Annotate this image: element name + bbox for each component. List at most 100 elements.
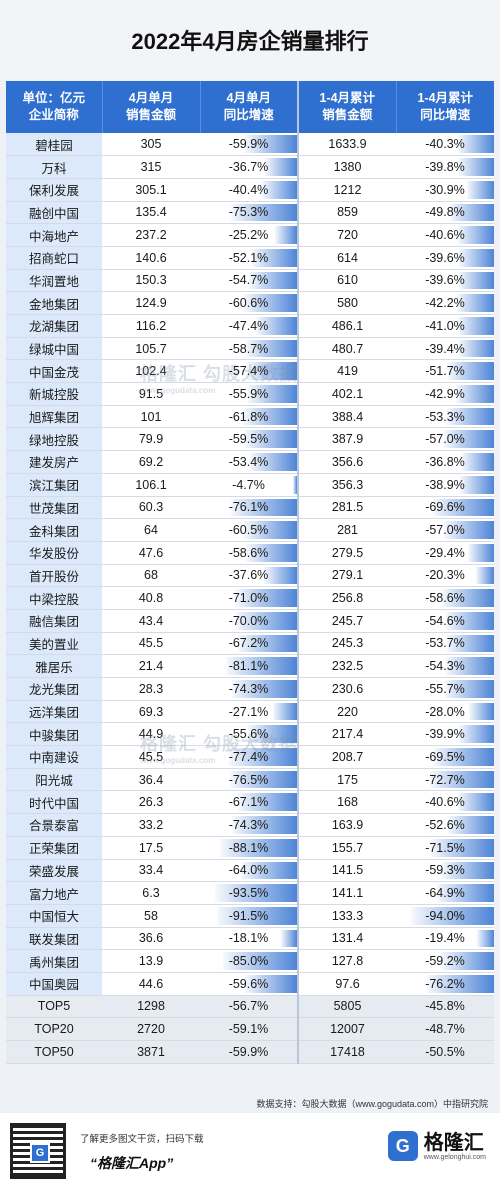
- yoy-value: -71.5%: [425, 840, 465, 855]
- apr-sales: 79.9: [102, 427, 200, 452]
- apr-sales: 237.2: [102, 223, 200, 247]
- table-row: 绿城中国 105.7 -58.7% 480.7 -39.4%: [6, 337, 494, 361]
- yoy-value: -76.1%: [228, 500, 269, 515]
- yoy-value: -39.8%: [425, 160, 465, 175]
- ytd-sales: 610: [298, 269, 396, 293]
- company-name: 中国金茂: [6, 359, 102, 384]
- yoy-value: -36.8%: [425, 454, 465, 469]
- yoy-value: -57.4%: [228, 364, 269, 379]
- table-row: 荣盛发展 33.4 -64.0% 141.5 -59.3%: [6, 859, 494, 883]
- company-name: 金地集团: [6, 291, 102, 315]
- yoy-bar: [217, 906, 297, 925]
- apr-yoy: -60.5%: [200, 518, 299, 542]
- yoy-bar: [231, 203, 297, 222]
- footer: G 了解更多图文干货，扫码下载 “格隆汇App” G 格隆汇 www.gelon…: [0, 1113, 500, 1187]
- ytd-sales: 232.5: [298, 654, 396, 678]
- yoy-bar: [246, 362, 297, 381]
- yoy-value: -42.9%: [425, 386, 465, 401]
- table-row: 保利发展 305.1 -40.4% 1212 -30.9%: [6, 178, 494, 202]
- yoy-bar: [459, 248, 494, 267]
- company-name: 中梁控股: [6, 586, 102, 610]
- company-name: 荣盛发展: [6, 859, 102, 883]
- yoy-bar: [461, 453, 494, 471]
- yoy-value: -91.5%: [228, 908, 269, 923]
- yoy-bar: [458, 135, 494, 154]
- apr-yoy: -67.2%: [200, 632, 299, 656]
- gelonghui-logo-icon: G: [387, 1131, 418, 1161]
- apr-sales: 33.4: [102, 859, 200, 883]
- yoy-bar: [450, 203, 494, 222]
- ytd-yoy: -39.4%: [396, 337, 494, 361]
- qr-code-icon[interactable]: G: [10, 1123, 66, 1179]
- total-ytd-sales: 17418: [298, 1040, 396, 1064]
- company-name: 远洋集团: [6, 700, 102, 724]
- yoy-bar: [255, 317, 297, 335]
- apr-sales: 13.9: [102, 949, 200, 973]
- yoy-value: -40.3%: [425, 137, 465, 152]
- table-row: 中国奥园 44.6 -59.6% 97.6 -76.2%: [6, 972, 494, 996]
- yoy-value: -61.8%: [228, 409, 269, 424]
- ytd-sales: 1212: [298, 178, 396, 202]
- ytd-sales: 141.5: [298, 859, 396, 883]
- ytd-yoy: -72.7%: [396, 768, 494, 792]
- yoy-bar: [243, 407, 297, 426]
- total-label: TOP50: [6, 1040, 102, 1064]
- yoy-bar: [215, 884, 297, 902]
- apr-yoy: -67.1%: [200, 790, 299, 815]
- ytd-yoy: -39.8%: [396, 155, 494, 179]
- yoy-value: -69.5%: [425, 749, 465, 764]
- ytd-yoy: -53.7%: [396, 632, 494, 656]
- ytd-yoy: -57.0%: [396, 427, 494, 452]
- yoy-value: -58.7%: [228, 341, 269, 356]
- company-name: 新城控股: [6, 382, 102, 406]
- apr-sales: 116.2: [102, 314, 200, 338]
- ytd-yoy: -69.6%: [396, 496, 494, 520]
- table-row: 中国金茂 102.4 -57.4% 419 -51.7%: [6, 359, 494, 384]
- yoy-bar: [447, 816, 494, 834]
- apr-yoy: -54.7%: [200, 269, 299, 293]
- yoy-bar: [441, 952, 494, 970]
- apr-sales: 91.5: [102, 382, 200, 406]
- ytd-sales: 480.7: [298, 337, 396, 361]
- ytd-sales: 217.4: [298, 722, 396, 747]
- yoy-bar: [245, 339, 297, 358]
- yoy-bar: [458, 226, 494, 244]
- yoy-bar: [459, 271, 494, 290]
- yoy-value: -55.7%: [425, 681, 465, 696]
- yoy-value: -93.5%: [228, 886, 269, 901]
- table-row: 金科集团 64 -60.5% 281 -57.0%: [6, 518, 494, 542]
- yoy-bar: [458, 158, 494, 176]
- ytd-sales: 279.1: [298, 564, 396, 588]
- company-name: 首开股份: [6, 564, 102, 588]
- ytd-sales: 131.4: [298, 927, 396, 951]
- table-row: 龙光集团 28.3 -74.3% 230.6 -55.7%: [6, 677, 494, 701]
- ytd-sales: 356.6: [298, 450, 396, 474]
- yoy-bar: [476, 929, 494, 948]
- company-name: 龙湖集团: [6, 314, 102, 338]
- ytd-sales: 279.5: [298, 541, 396, 565]
- apr-sales: 60.3: [102, 496, 200, 520]
- total-apr-yoy: -56.7%: [200, 995, 299, 1019]
- yoy-value: -72.7%: [425, 772, 465, 787]
- apr-sales: 28.3: [102, 677, 200, 701]
- yoy-bar: [248, 725, 297, 744]
- yoy-bar: [456, 385, 494, 403]
- apr-yoy: -59.5%: [200, 427, 299, 452]
- yoy-value: -55.6%: [228, 727, 269, 742]
- yoy-bar: [443, 430, 494, 449]
- apr-yoy: -71.0%: [200, 586, 299, 610]
- yoy-value: -85.0%: [228, 954, 269, 969]
- ytd-yoy: -36.8%: [396, 450, 494, 474]
- apr-sales: 305.1: [102, 178, 200, 202]
- total-row: TOP20 2720 -59.1% 12007 -48.7%: [6, 1017, 494, 1041]
- yoy-bar: [244, 294, 297, 312]
- yoy-bar: [249, 271, 297, 290]
- apr-sales: 33.2: [102, 813, 200, 837]
- ytd-sales: 245.3: [298, 632, 396, 656]
- yoy-bar: [248, 385, 297, 403]
- ytd-yoy: -54.6%: [396, 609, 494, 633]
- table-row: 禹州集团 13.9 -85.0% 127.8 -59.2%: [6, 949, 494, 973]
- ytd-sales: 388.4: [298, 405, 396, 429]
- yoy-bar: [244, 135, 297, 154]
- yoy-value: -18.1%: [228, 931, 269, 946]
